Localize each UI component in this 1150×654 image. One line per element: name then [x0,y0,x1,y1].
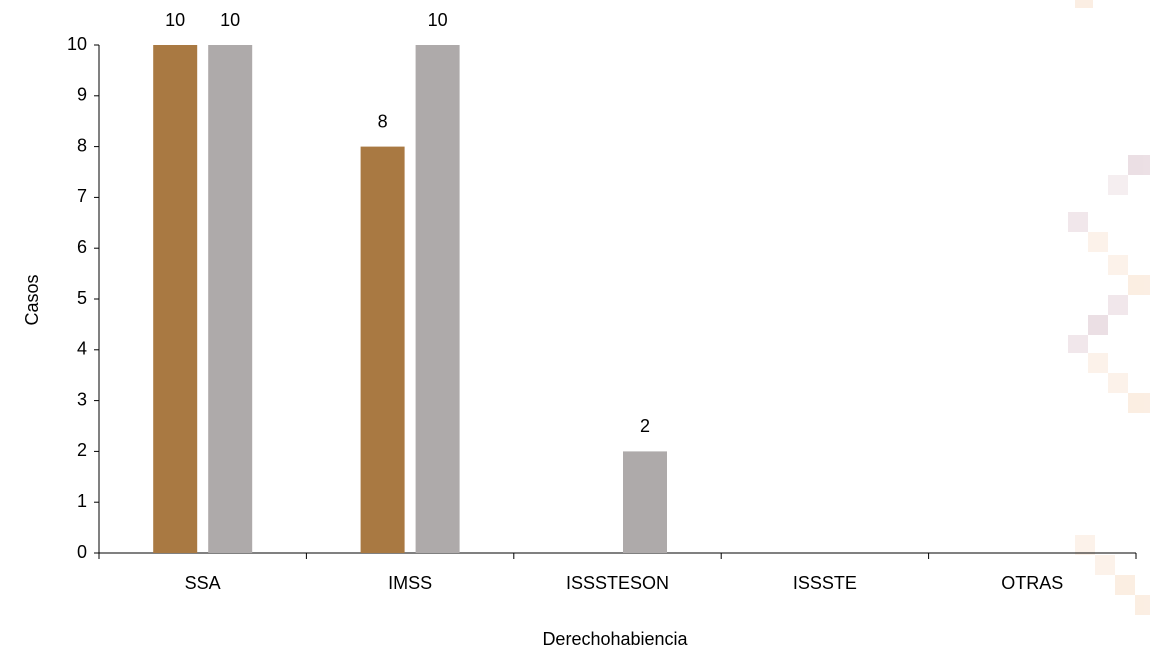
decoration [1068,0,1150,615]
data-label: 8 [378,111,388,131]
y-tick-label: 5 [77,288,87,308]
data-label: 10 [165,10,185,30]
x-tick-label: ISSSTESON [566,573,669,593]
x-axis-title: Derechohabiencia [542,629,688,649]
y-axis-title: Casos [22,274,42,325]
y-tick-label: 4 [77,339,87,359]
x-tick-label: SSA [185,573,221,593]
y-tick-label: 6 [77,237,87,257]
data-label: 10 [428,10,448,30]
y-tick-label: 7 [77,186,87,206]
data-label: 10 [220,10,240,30]
data-label: 2 [640,416,650,436]
y-tick-label: 8 [77,135,87,155]
y-tick-label: 10 [67,34,87,54]
bar [153,45,198,553]
bar [623,451,667,553]
y-tick-label: 2 [77,440,87,460]
y-tick-label: 0 [77,542,87,562]
y-tick-label: 1 [77,491,87,511]
bar [208,45,253,553]
y-tick-label: 9 [77,85,87,105]
bar [360,146,405,553]
x-tick-label: OTRAS [1001,573,1063,593]
y-tick-label: 3 [77,389,87,409]
x-tick-label: IMSS [388,573,432,593]
x-tick-label: ISSSTE [793,573,857,593]
bar [415,45,460,553]
